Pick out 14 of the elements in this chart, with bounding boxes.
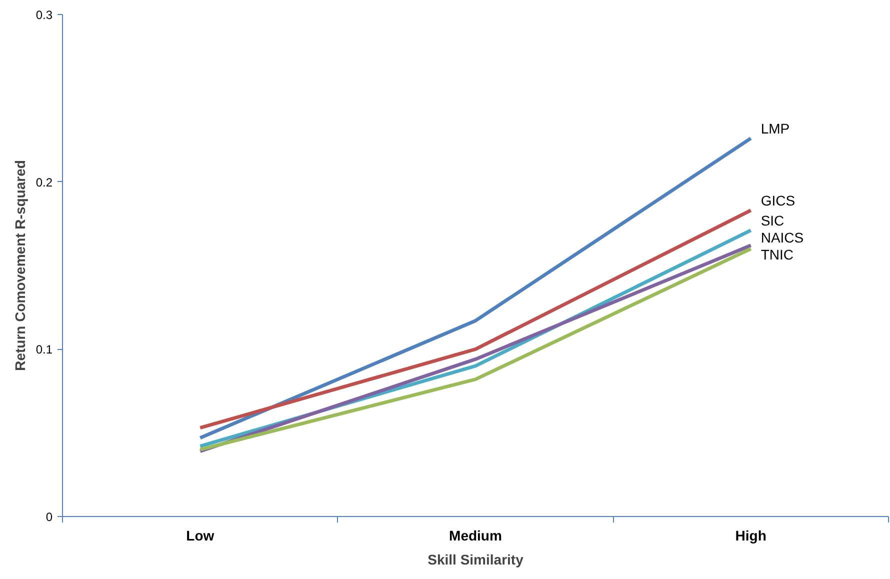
series-label: LMP	[760, 120, 790, 136]
series-label: NAICS	[760, 229, 804, 246]
y-tick-label: 0	[46, 510, 53, 524]
x-tick-label: High	[735, 528, 766, 544]
y-axis-title: Return Comovement R-squared	[12, 160, 28, 371]
x-tick-label: Low	[186, 528, 214, 544]
y-tick-label: 0.2	[36, 175, 53, 190]
series-label: TNIC	[760, 246, 794, 262]
series-label: GICS	[760, 192, 796, 208]
y-tick-label: 0.1	[36, 342, 53, 357]
y-tick-label: 0.3	[36, 8, 53, 22]
series-label: SIC	[760, 212, 784, 228]
x-axis-title: Skill Similarity	[428, 552, 524, 568]
x-tick-label: Medium	[449, 528, 502, 544]
